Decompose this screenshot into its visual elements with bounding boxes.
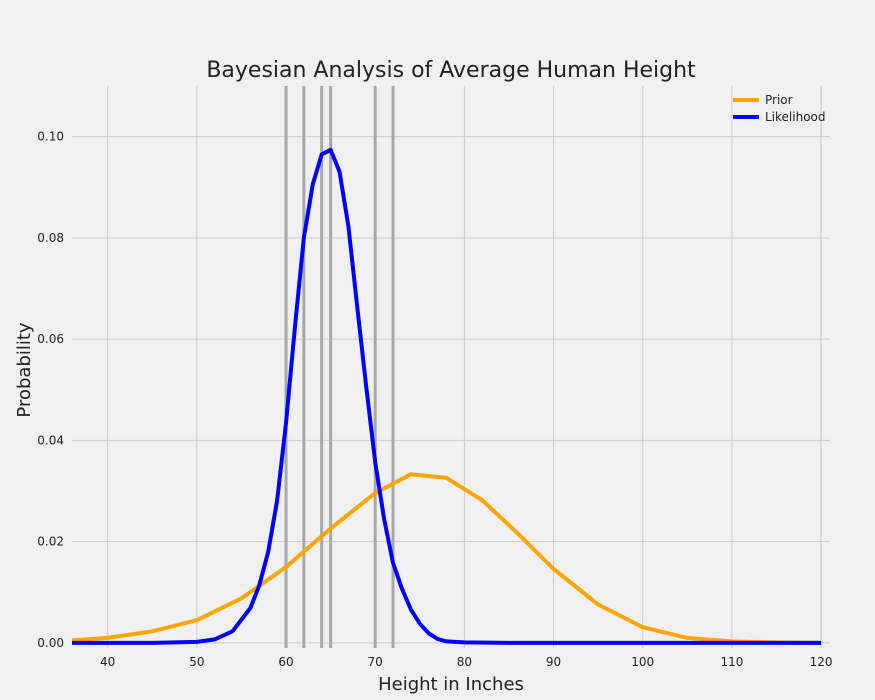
x-tick-label: 90 [546, 655, 561, 669]
series-lines [71, 147, 822, 645]
y-tick-label: 0.02 [37, 535, 64, 549]
chart-title: Bayesian Analysis of Average Human Heigh… [206, 58, 696, 83]
x-tick-label: 110 [720, 655, 743, 669]
x-tick-label: 80 [457, 655, 472, 669]
y-tick-label: 0.06 [37, 332, 64, 346]
y-tick-label: 0.08 [37, 231, 64, 245]
legend-label-prior: Prior [765, 93, 793, 107]
x-tick-label: 50 [189, 655, 204, 669]
legend: Prior Likelihood [733, 93, 826, 124]
x-tick-label: 120 [810, 655, 833, 669]
x-tick-labels: 40 50 60 70 80 90 100 110 120 [100, 655, 833, 669]
y-tick-label: 0.04 [37, 433, 64, 447]
y-tick-label: 0.00 [37, 636, 64, 650]
x-tick-label: 70 [368, 655, 383, 669]
y-tick-label: 0.10 [37, 130, 64, 144]
legend-label-likelihood: Likelihood [765, 110, 826, 124]
grid [72, 86, 830, 648]
y-axis-label: Probability [14, 322, 35, 417]
x-axis-label: Height in Inches [378, 674, 524, 695]
x-tick-label: 40 [100, 655, 115, 669]
observation-lines [284, 86, 395, 648]
series-line-likelihood [72, 147, 822, 645]
plot-area [72, 86, 830, 648]
x-tick-label: 60 [278, 655, 293, 669]
x-tick-label: 100 [631, 655, 654, 669]
series-line-prior [71, 472, 822, 645]
y-tick-labels: 0.00 0.02 0.04 0.06 0.08 0.10 [37, 130, 64, 650]
